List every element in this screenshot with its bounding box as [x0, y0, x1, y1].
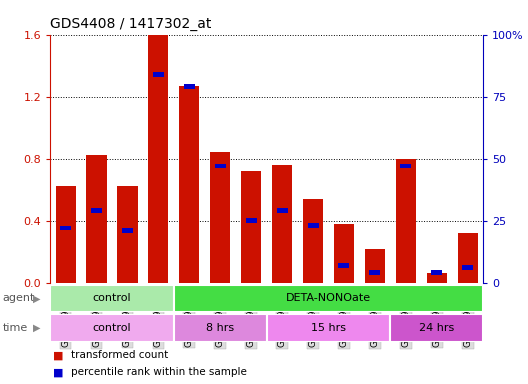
- Bar: [153, 72, 164, 76]
- Bar: [272, 165, 292, 283]
- Bar: [91, 209, 102, 213]
- Bar: [338, 263, 350, 268]
- Bar: [122, 228, 133, 233]
- Text: control: control: [93, 293, 131, 303]
- Bar: [174, 314, 267, 342]
- Bar: [184, 84, 195, 89]
- Bar: [400, 164, 411, 168]
- Bar: [241, 171, 261, 283]
- Bar: [396, 159, 416, 283]
- Text: ▶: ▶: [33, 323, 41, 333]
- Bar: [334, 224, 354, 283]
- Text: 8 hrs: 8 hrs: [206, 323, 234, 333]
- Bar: [462, 265, 473, 270]
- Text: ▶: ▶: [33, 293, 41, 303]
- Bar: [87, 156, 107, 283]
- Text: 24 hrs: 24 hrs: [419, 323, 455, 333]
- Bar: [458, 233, 478, 283]
- Bar: [210, 152, 230, 283]
- Text: agent: agent: [3, 293, 35, 303]
- Text: time: time: [3, 323, 28, 333]
- Bar: [246, 218, 257, 223]
- Bar: [180, 86, 200, 283]
- Bar: [60, 226, 71, 230]
- Bar: [174, 285, 483, 312]
- Bar: [370, 270, 380, 275]
- Bar: [55, 187, 76, 283]
- Bar: [50, 314, 174, 342]
- Text: GDS4408 / 1417302_at: GDS4408 / 1417302_at: [50, 17, 212, 31]
- Bar: [431, 270, 442, 275]
- Bar: [148, 35, 168, 283]
- Text: percentile rank within the sample: percentile rank within the sample: [71, 367, 247, 377]
- Text: transformed count: transformed count: [71, 350, 168, 360]
- Bar: [303, 199, 323, 283]
- Text: ■: ■: [53, 350, 63, 360]
- Text: DETA-NONOate: DETA-NONOate: [286, 293, 371, 303]
- Bar: [307, 223, 318, 228]
- Bar: [277, 209, 288, 213]
- Bar: [117, 187, 137, 283]
- Bar: [267, 314, 390, 342]
- Bar: [427, 273, 447, 283]
- Text: 15 hrs: 15 hrs: [311, 323, 346, 333]
- Bar: [50, 285, 174, 312]
- Bar: [390, 314, 483, 342]
- Bar: [215, 164, 226, 168]
- Text: ■: ■: [53, 367, 63, 377]
- Text: control: control: [93, 323, 131, 333]
- Bar: [365, 248, 385, 283]
